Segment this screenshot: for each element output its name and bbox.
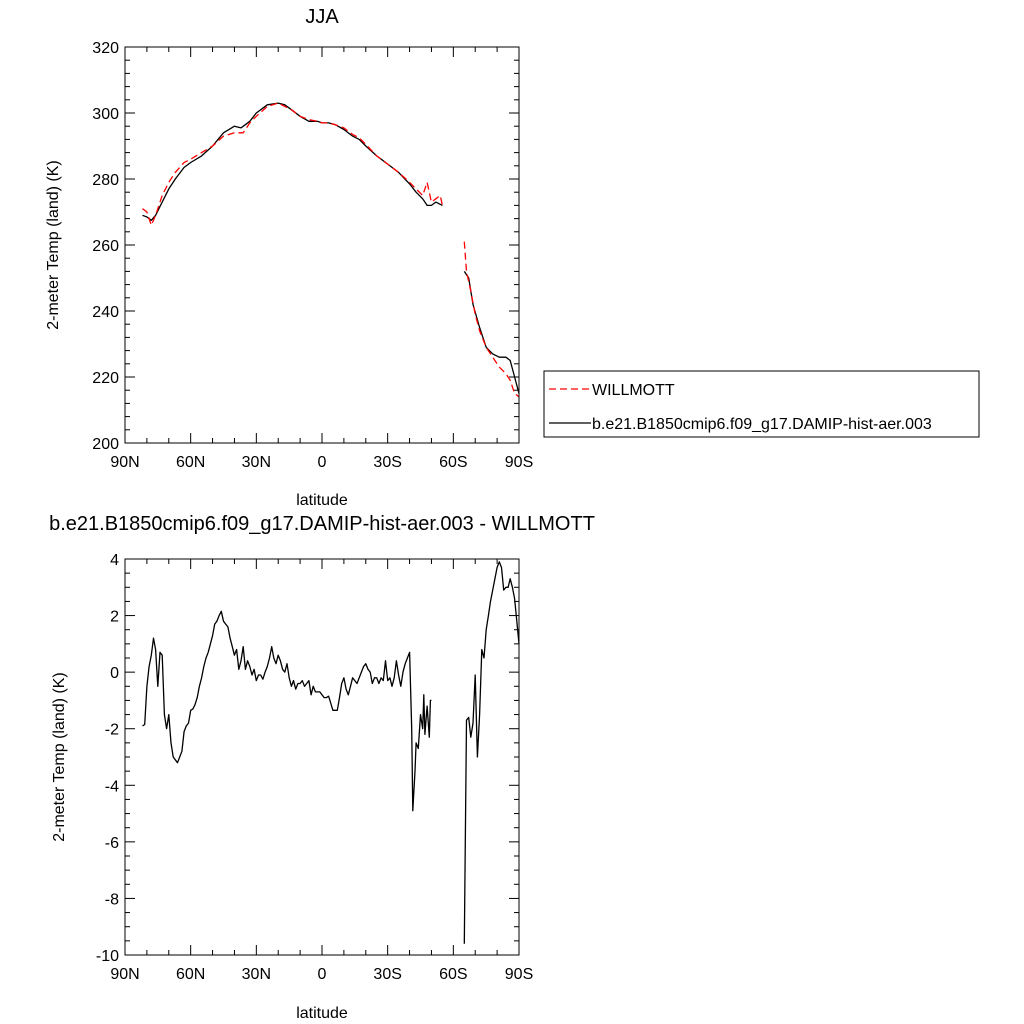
bottom-chart-frame — [124, 558, 520, 956]
bottom-chart-title: b.e21.B1850cmip6.f09_g17.DAMIP-hist-aer.… — [49, 513, 595, 535]
legend: WILLMOTT b.e21.B1850cmip6.f09_g17.DAMIP-… — [543, 370, 980, 438]
top-y-tick-label: 220 — [92, 370, 119, 387]
bottom-x-tick-label: 30S — [373, 966, 401, 983]
bottom-series-0-line-segment-1 — [463, 561, 520, 944]
top-x-tick-label: 30N — [242, 454, 271, 471]
top-y-tick-label: 200 — [92, 436, 119, 453]
top-y-tick-label: 240 — [92, 304, 119, 321]
legend-label-model: b.e21.B1850cmip6.f09_g17.DAMIP-hist-aer.… — [592, 416, 932, 433]
bottom-x-tick-label: 90N — [110, 966, 139, 983]
top-x-tick-label: 60S — [439, 454, 467, 471]
bottom-y-tick-label: -2 — [105, 722, 119, 739]
top-y-tick-label: 260 — [92, 238, 119, 255]
top-series-0-line-segment-1 — [463, 241, 520, 398]
top-chart-xlabel: latitude — [296, 492, 348, 509]
bottom-y-tick-label: 0 — [110, 665, 119, 682]
bottom-y-tick-label: -8 — [105, 891, 119, 908]
top-chart-plot — [142, 102, 520, 398]
bottom-chart-ylabel: 2-meter Temp (land) (K) — [51, 672, 68, 842]
top-series-1-line-segment-0 — [142, 102, 443, 221]
bottom-y-tick-label: -10 — [96, 948, 119, 965]
top-series-0-line-segment-0 — [142, 102, 444, 226]
bottom-chart-plot — [142, 561, 520, 944]
bottom-y-tick-label: 2 — [110, 609, 119, 626]
bottom-chart: b.e21.B1850cmip6.f09_g17.DAMIP-hist-aer.… — [49, 513, 595, 1022]
bottom-chart-xlabel: latitude — [296, 1005, 348, 1022]
top-y-tick-label: 280 — [92, 172, 119, 189]
top-y-tick-label: 300 — [92, 106, 119, 123]
bottom-x-tick-label: 60S — [439, 966, 467, 983]
top-x-tick-label: 90N — [110, 454, 139, 471]
top-chart-ticks: 90N 60N 30N 0 30S 60S 90S 200 220 240 260 280 300 320 — [92, 40, 533, 471]
top-x-tick-label: 30S — [373, 454, 401, 471]
top-y-tick-label: 320 — [92, 40, 119, 57]
bottom-y-tick-label: -6 — [105, 835, 119, 852]
top-series-1-line-segment-1 — [463, 271, 520, 394]
top-x-tick-label: 90S — [505, 454, 533, 471]
bottom-x-tick-label: 90S — [505, 966, 533, 983]
bottom-y-tick-label: 4 — [110, 552, 119, 569]
bottom-y-tick-label: -4 — [105, 778, 119, 795]
top-chart: JJA latitude 2-meter Temp (land) (K) 90N… — [45, 6, 980, 509]
bottom-x-tick-label: 30N — [242, 966, 271, 983]
top-chart-ylabel: 2-meter Temp (land) (K) — [45, 160, 62, 330]
top-x-tick-label: 60N — [176, 454, 205, 471]
bottom-x-tick-label: 60N — [176, 966, 205, 983]
top-chart-frame — [124, 46, 520, 444]
legend-box — [543, 370, 980, 438]
bottom-series-0-line-segment-0 — [142, 610, 432, 812]
top-chart-title: JJA — [305, 6, 339, 28]
bottom-chart-ticks: 90N 60N 30N 0 30S 60S 90S -10 -8 -6 -4 -2 0 2 4 — [96, 552, 533, 983]
legend-label-willmott: WILLMOTT — [592, 382, 675, 399]
bottom-x-tick-label: 0 — [318, 966, 327, 983]
top-x-tick-label: 0 — [318, 454, 327, 471]
